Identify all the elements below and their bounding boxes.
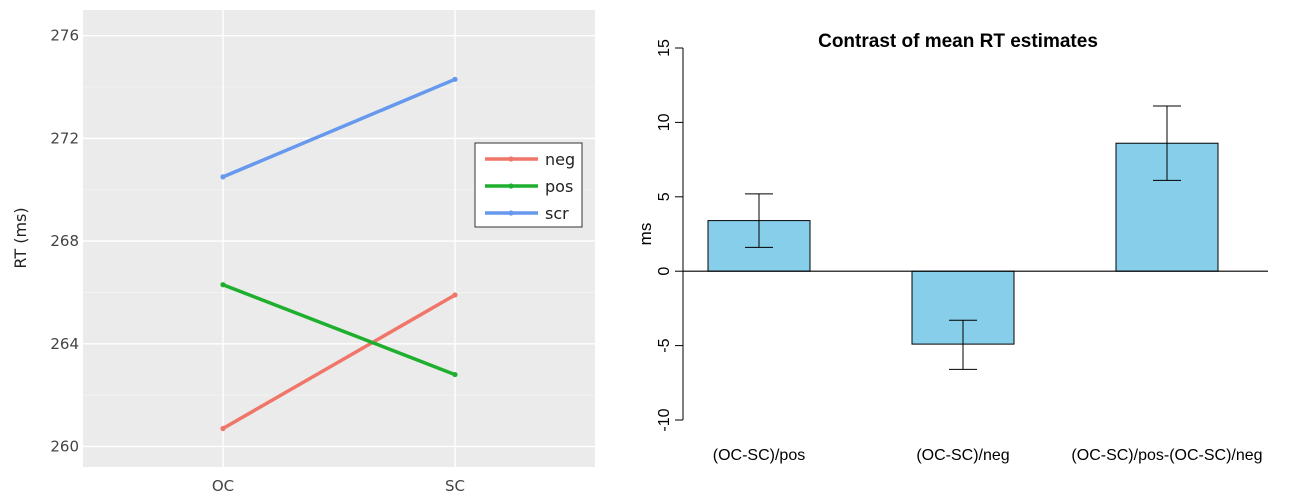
bars [707,142,1219,345]
chart-title: Contrast of mean RT estimates [818,31,1098,52]
y-tick-label: 5 [656,192,673,201]
y-tick-label: 268 [50,232,79,250]
y-tick-label: -10 [656,408,673,431]
interaction-line-chart: 260 264 268 272 276 OC SC RT (ms) neg pos scr [11,10,595,495]
data-point-neg [452,292,458,298]
x-tick-label: (OC-SC)/pos-(OC-SC)/neg [1071,447,1262,464]
y-axis-title: ms [636,223,655,246]
legend-label: neg [545,150,575,169]
plot-panel-background [83,10,595,467]
x-tick-label: SC [445,477,465,495]
data-point-pos [452,371,458,378]
y-tick-label: 0 [656,267,673,276]
x-tick-label: OC [212,477,234,495]
legend-key-point-pos [508,183,514,189]
legend-label: pos [545,177,573,196]
legend-key-point-scr [508,210,514,216]
series-lines [220,76,458,432]
series-line-neg [221,293,457,431]
x-tick-label: (OC-SC)/pos [713,447,805,464]
contrast-bar-chart: Contrast of mean RT estimates -10 -5 0 5 10 1… [636,31,1268,464]
legend-key-point-neg [508,156,514,162]
y-tick-label: 15 [656,39,673,57]
y-axis-ticks: 260 264 268 272 276 [50,27,79,456]
legend: neg pos scr [474,142,583,228]
y-axis-ticks: -10 -5 0 5 10 15 [656,39,683,432]
data-point-scr [452,76,458,82]
error-bars [745,105,1181,370]
y-tick-label: 276 [50,27,79,45]
x-axis-labels: (OC-SC)/pos (OC-SC)/neg (OC-SC)/pos-(OC-SC… [713,447,1263,464]
series-line-pos [221,282,457,377]
y-tick-label: 260 [50,437,79,455]
series-line-scr [221,77,457,179]
x-axis-ticks: OC SC [212,477,465,495]
data-point-scr [220,174,226,180]
y-tick-label: -5 [656,338,673,352]
y-tick-label: 264 [50,335,79,353]
grid-lines [83,10,595,467]
x-tick-label: (OC-SC)/neg [916,447,1009,464]
legend-label: scr [545,204,569,223]
data-point-neg [220,425,226,432]
y-axis-title: RT (ms) [11,207,30,268]
data-point-pos [220,282,226,288]
y-tick-label: 272 [50,129,79,147]
y-tick-label: 10 [656,113,673,131]
